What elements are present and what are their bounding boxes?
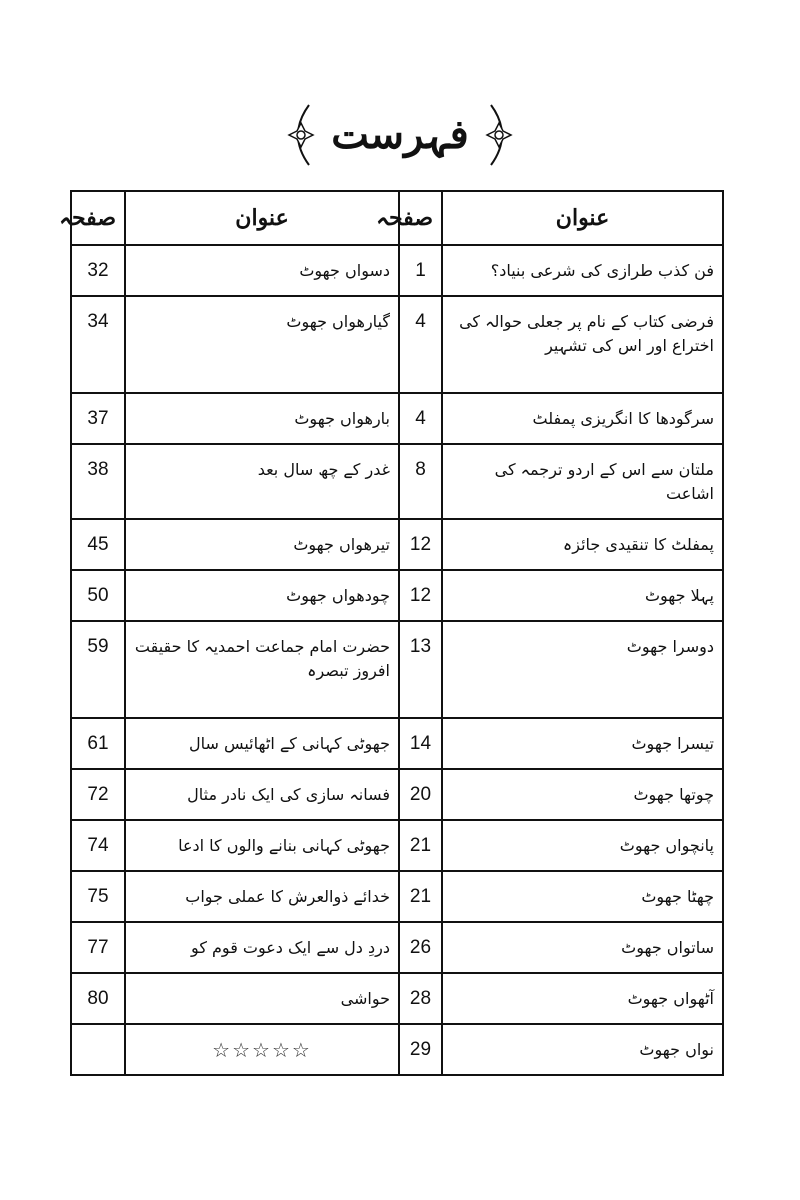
- entry-title: تیسرا جھوٹ: [441, 717, 724, 770]
- header-title: عنوان: [441, 190, 724, 246]
- entry-page: [70, 1023, 126, 1076]
- entry-page: 13: [398, 620, 443, 719]
- entry-title: فرضی کتاب کے نام پر جعلی حوالہ کی اختراع…: [441, 295, 724, 394]
- entry-title: چوتھا جھوٹ: [441, 768, 724, 821]
- entry-title: سرگودھا کا انگریزی پمفلٹ: [441, 392, 724, 445]
- entry-title: فن کذب طرازی کی شرعی بنیاد؟: [441, 244, 724, 297]
- entry-page: 1: [398, 244, 443, 297]
- entry-page: 21: [398, 870, 443, 923]
- entry-title: چودھواں جھوٹ: [124, 569, 400, 622]
- table-row: پمفلٹ کا تنقیدی جائزہ 12 تیرھواں جھوٹ 45: [70, 518, 724, 571]
- entry-page: 14: [398, 717, 443, 770]
- entry-title: جھوٹی کہانی کے اٹھائیس سال: [124, 717, 400, 770]
- entry-page: 37: [70, 392, 126, 445]
- entry-page: 4: [398, 392, 443, 445]
- header-title: عنوان: [124, 190, 400, 246]
- table-row: سرگودھا کا انگریزی پمفلٹ 4 بارھواں جھوٹ 37: [70, 392, 724, 445]
- entry-page: 29: [398, 1023, 443, 1076]
- entry-title: گیارھواں جھوٹ: [124, 295, 400, 394]
- entry-title: پانچواں جھوٹ: [441, 819, 724, 872]
- entry-page: 26: [398, 921, 443, 974]
- entry-page: 28: [398, 972, 443, 1025]
- table-row: چھٹا جھوٹ 21 خدائے ذوالعرش کا عملی جواب 75: [70, 870, 724, 923]
- entry-title: چھٹا جھوٹ: [441, 870, 724, 923]
- table-row: نواں جھوٹ 29 ☆☆☆☆☆: [70, 1023, 724, 1076]
- entry-page: 4: [398, 295, 443, 394]
- header-page: صفحہ: [376, 190, 443, 246]
- entry-title: حواشی: [124, 972, 400, 1025]
- table-row: پانچواں جھوٹ 21 جھوٹی کہانی بنانے والوں کا…: [70, 819, 724, 872]
- entry-title: حضرت امام جماعت احمدیہ کا حقیقت افروز تب…: [124, 620, 400, 719]
- entry-title: ساتواں جھوٹ: [441, 921, 724, 974]
- header-page: صفحہ: [59, 190, 126, 246]
- header-row: عنوان صفحہ عنوان صفحہ: [59, 190, 724, 246]
- entry-page: 72: [70, 768, 126, 821]
- entry-title: آٹھواں جھوٹ: [441, 972, 724, 1025]
- table-row: تیسرا جھوٹ 14 جھوٹی کہانی کے اٹھائیس سال 61: [70, 717, 724, 770]
- contents-table: عنوان صفحہ عنوان صفحہ فن کذب طرازی کی شر…: [59, 190, 724, 1076]
- entry-title: دوسرا جھوٹ: [441, 620, 724, 719]
- entry-page: 8: [398, 443, 443, 520]
- entry-title: غدر کے چھ سال بعد: [124, 443, 400, 520]
- table-row: ساتواں جھوٹ 26 دردِ دل سے ایک دعوت قوم کو 7…: [70, 921, 724, 974]
- entry-title: بارھواں جھوٹ: [124, 392, 400, 445]
- entry-page: 61: [70, 717, 126, 770]
- entry-page: 77: [70, 921, 126, 974]
- entry-page: 12: [398, 518, 443, 571]
- page-heading: فہرست: [0, 103, 800, 167]
- entry-title: ملتان سے اس کے اردو ترجمہ کی اشاعت: [441, 443, 724, 520]
- entry-title: فسانہ سازی کی ایک نادر مثال: [124, 768, 400, 821]
- table-row: فن کذب طرازی کی شرعی بنیاد؟ 1 دسواں جھوٹ 32: [70, 244, 724, 297]
- stars-decoration: ☆☆☆☆☆: [124, 1023, 400, 1076]
- entry-page: 21: [398, 819, 443, 872]
- entry-page: 80: [70, 972, 126, 1025]
- page-title: فہرست: [331, 111, 469, 158]
- entry-page: 12: [398, 569, 443, 622]
- table-row: فرضی کتاب کے نام پر جعلی حوالہ کی اختراع…: [70, 295, 724, 394]
- entry-page: 50: [70, 569, 126, 622]
- entry-page: 34: [70, 295, 126, 394]
- table-row: آٹھواں جھوٹ 28 حواشی 80: [70, 972, 724, 1025]
- table-row: دوسرا جھوٹ 13 حضرت امام جماعت احمدیہ کا حق…: [70, 620, 724, 719]
- ornament-icon: [287, 104, 315, 166]
- entry-title: تیرھواں جھوٹ: [124, 518, 400, 571]
- entry-page: 75: [70, 870, 126, 923]
- entry-title: جھوٹی کہانی بنانے والوں کا ادعا: [124, 819, 400, 872]
- entry-page: 32: [70, 244, 126, 297]
- entry-title: خدائے ذوالعرش کا عملی جواب: [124, 870, 400, 923]
- entry-title: دردِ دل سے ایک دعوت قوم کو: [124, 921, 400, 974]
- entry-title: پمفلٹ کا تنقیدی جائزہ: [441, 518, 724, 571]
- entry-page: 59: [70, 620, 126, 719]
- table-row: ملتان سے اس کے اردو ترجمہ کی اشاعت 8 غدر ک…: [70, 443, 724, 520]
- table-row: پہلا جھوٹ 12 چودھواں جھوٹ 50: [70, 569, 724, 622]
- entry-page: 20: [398, 768, 443, 821]
- entry-page: 45: [70, 518, 126, 571]
- entry-title: نواں جھوٹ: [441, 1023, 724, 1076]
- entry-page: 74: [70, 819, 126, 872]
- table-row: چوتھا جھوٹ 20 فسانہ سازی کی ایک نادر مثال 7…: [70, 768, 724, 821]
- entry-title: دسواں جھوٹ: [124, 244, 400, 297]
- entry-title: پہلا جھوٹ: [441, 569, 724, 622]
- ornament-icon: [485, 104, 513, 166]
- entry-page: 38: [70, 443, 126, 520]
